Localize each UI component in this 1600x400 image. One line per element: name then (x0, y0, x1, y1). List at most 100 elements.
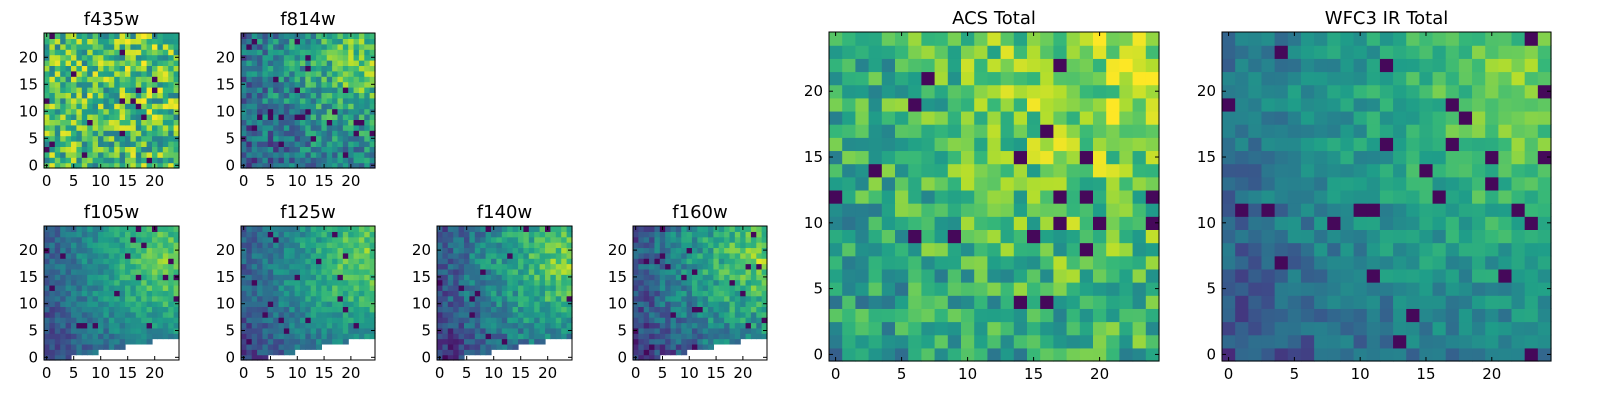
heatmap-cell (654, 274, 661, 281)
heatmap-cell (659, 301, 666, 307)
heatmap-cell (447, 252, 454, 259)
heatmap-cell (299, 322, 306, 329)
heatmap-cell (1235, 229, 1249, 244)
heatmap-cell (262, 97, 269, 104)
y-tick-label: 20 (804, 82, 823, 100)
heatmap-cell (305, 108, 312, 115)
heatmap-cell (44, 279, 50, 286)
heatmap-cell (369, 151, 376, 158)
heatmap-cell (262, 135, 269, 142)
heatmap-cell (369, 226, 376, 232)
heatmap-cell (251, 306, 258, 313)
heatmap-cell (44, 311, 50, 318)
heatmap-cell (342, 70, 349, 77)
heatmap-cell (369, 295, 376, 302)
heatmap-cell (358, 317, 365, 324)
heatmap-cell (1093, 242, 1107, 257)
heatmap-cell (71, 231, 77, 238)
heatmap-cell (1000, 110, 1015, 125)
heatmap-cell (251, 103, 258, 110)
heatmap-cell (1261, 255, 1276, 270)
heatmap-cell (1066, 97, 1081, 112)
heatmap-cell (638, 349, 645, 356)
heatmap-cell (157, 236, 164, 243)
heatmap-cell (81, 151, 88, 158)
heatmap-cell (550, 231, 557, 238)
heatmap-cell (267, 247, 274, 254)
heatmap-cell (60, 130, 67, 137)
heatmap-cell (76, 119, 83, 126)
heatmap-cell (262, 81, 269, 88)
heatmap-cell (262, 279, 269, 286)
heatmap-cell (321, 146, 328, 153)
heatmap-cell (141, 279, 148, 286)
heatmap-cell (108, 130, 115, 137)
heatmap-cell (740, 290, 747, 297)
heatmap-cell (337, 60, 344, 66)
heatmap-cell (665, 311, 672, 318)
heatmap-cell (54, 65, 61, 72)
heatmap-cell (1511, 282, 1526, 296)
heatmap-cell (305, 70, 312, 77)
heatmap-cell (60, 226, 67, 232)
heatmap-cell (681, 258, 688, 265)
heatmap-cell (480, 263, 487, 270)
heatmap-cell (855, 282, 870, 296)
heatmap-cell (1093, 32, 1107, 46)
heatmap-cell (458, 354, 465, 361)
heatmap-cell (550, 236, 557, 243)
heatmap-cell (1379, 176, 1394, 191)
heatmap-cell (686, 274, 693, 281)
heatmap-cell (761, 258, 768, 265)
heatmap-cell (108, 252, 115, 259)
heatmap-cell (103, 151, 110, 158)
heatmap-cell (130, 242, 137, 249)
heatmap-cell (464, 268, 470, 275)
heatmap-cell (310, 108, 317, 115)
heatmap-cell (908, 176, 922, 191)
heatmap-cell (534, 322, 541, 329)
heatmap-cell (114, 242, 121, 249)
heatmap-cell (649, 274, 656, 281)
heatmap-cell (130, 43, 137, 50)
heatmap-cell (141, 231, 148, 238)
heatmap-cell (135, 103, 142, 110)
heatmap-cell (168, 301, 175, 307)
heatmap-cell (152, 157, 158, 164)
heatmap-cell (638, 338, 645, 345)
heatmap-cell (729, 263, 736, 270)
heatmap-cell (81, 43, 88, 50)
heatmap-cell (1511, 229, 1526, 244)
heatmap-cell (348, 301, 355, 307)
heatmap-cell (523, 274, 530, 281)
heatmap-cell (1353, 347, 1368, 362)
heatmap-cell (1379, 58, 1394, 73)
heatmap-cell (1132, 295, 1147, 309)
heatmap-cell (670, 279, 677, 286)
heatmap-cell (1079, 163, 1094, 178)
heatmap-cell (173, 268, 180, 275)
heatmap-cell (65, 252, 72, 259)
heatmap-cell (633, 268, 639, 275)
heatmap-cell (71, 317, 77, 324)
heatmap-cell (125, 268, 131, 275)
heatmap-cell (267, 301, 274, 307)
heatmap-cell (855, 137, 870, 152)
heatmap-cell (337, 290, 344, 297)
heatmap-cell (1472, 308, 1486, 323)
heatmap-cell (146, 252, 153, 259)
heatmap-cell (756, 327, 763, 334)
heatmap-cell (92, 295, 99, 302)
heatmap-cell (649, 327, 656, 334)
heatmap-cell (168, 43, 175, 50)
heatmap-cell (474, 284, 481, 291)
heatmap-cell (734, 242, 741, 249)
heatmap-cell (1340, 163, 1355, 178)
heatmap-cell (842, 295, 856, 309)
heatmap-cell (310, 146, 317, 153)
heatmap-cell (545, 279, 551, 286)
heatmap-cell (921, 282, 936, 296)
heatmap-cell (283, 349, 290, 356)
heatmap-cell (326, 65, 333, 72)
